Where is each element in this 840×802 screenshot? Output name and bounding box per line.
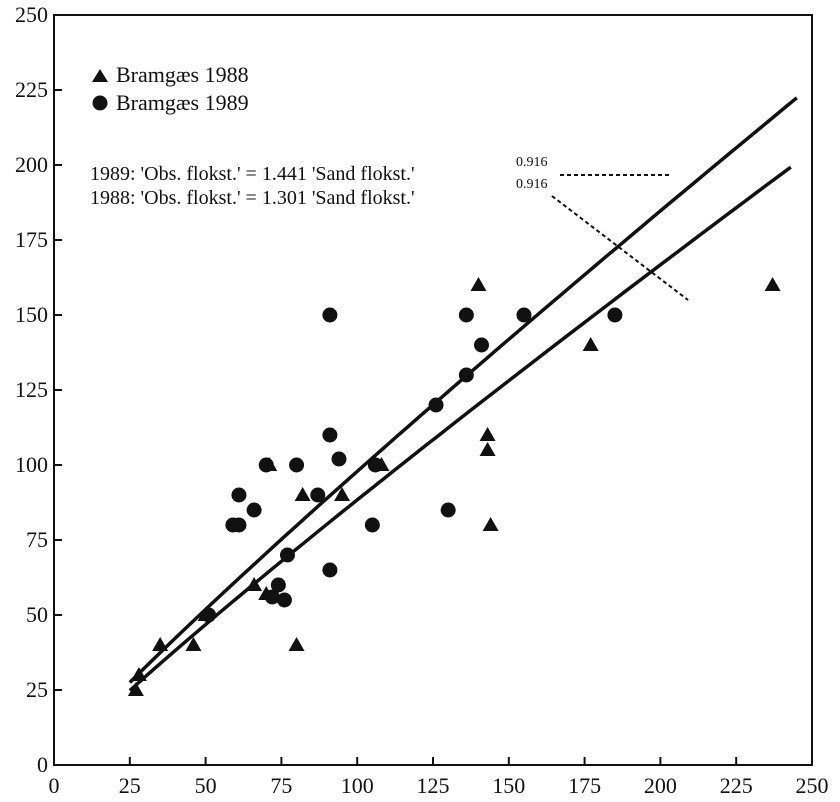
legend-circle-marker	[92, 95, 108, 111]
circle-point-1989	[279, 547, 295, 563]
x-tick-label: 25	[119, 773, 141, 798]
x-tick-label: 100	[341, 773, 374, 798]
circle-point-1989	[258, 457, 274, 473]
circle-point-1989	[231, 517, 247, 533]
triangle-point-1988	[482, 517, 499, 531]
y-tick-label: 0	[37, 752, 48, 777]
circle-point-1989	[458, 367, 474, 383]
circle-point-1989	[440, 502, 456, 518]
x-axis: 0 25 50 75 100 125 150 175 200 225 250	[49, 757, 829, 798]
x-tick-label: 250	[796, 773, 829, 798]
legend-label-1989: Bramgæs 1989	[116, 90, 249, 115]
legend-label-1988: Bramgæs 1988	[116, 62, 249, 87]
circle-point-1989	[364, 517, 380, 533]
triangle-point-1988	[479, 427, 496, 441]
equation-1989-exponent: 0.916	[516, 155, 548, 170]
fit-line-1988	[128, 165, 792, 692]
equation-1988: 1988: 'Obs. flokst.' = 1.301 'Sand floks…	[90, 187, 415, 209]
x-tick-label: 50	[195, 773, 217, 798]
x-tick-label: 0	[49, 773, 60, 798]
triangle-point-1988	[334, 487, 351, 501]
y-tick-label: 200	[15, 152, 48, 177]
triangle-point-1988	[152, 637, 169, 651]
triangle-point-1988	[764, 277, 781, 291]
circle-point-1989	[310, 487, 326, 503]
y-tick-label: 75	[26, 527, 48, 552]
circle-point-1989	[289, 457, 305, 473]
circle-point-1989	[331, 451, 347, 467]
legend: Bramgæs 1988 Bramgæs 1989	[92, 62, 249, 115]
y-tick-label: 175	[15, 227, 48, 252]
triangle-point-1988	[288, 637, 305, 651]
y-tick-label: 25	[26, 677, 48, 702]
y-tick-label: 50	[26, 602, 48, 627]
y-tick-label: 225	[15, 77, 48, 102]
triangle-point-1988	[130, 667, 147, 681]
circle-point-1989	[231, 487, 247, 503]
plot-frame	[53, 14, 813, 766]
equation-1989: 1989: 'Obs. flokst.' = 1.441 'Sand floks…	[90, 163, 415, 185]
circle-point-1989	[322, 307, 338, 323]
circle-point-1989	[458, 307, 474, 323]
y-tick-label: 150	[15, 302, 48, 327]
circle-point-1989	[264, 589, 280, 605]
x-tick-label: 150	[492, 773, 525, 798]
x-tick-label: 75	[270, 773, 292, 798]
data-points	[127, 277, 781, 696]
legend-triangle-marker	[92, 69, 108, 82]
circle-point-1989	[276, 592, 292, 608]
circle-point-1989	[607, 307, 623, 323]
circle-point-1989	[367, 457, 383, 473]
x-tick-label: 200	[644, 773, 677, 798]
triangle-point-1988	[470, 277, 487, 291]
equation-1988-exponent: 0.916	[516, 177, 548, 192]
triangle-point-1988	[294, 487, 311, 501]
circle-point-1989	[270, 577, 286, 593]
x-tick-label: 125	[417, 773, 450, 798]
circle-point-1989	[201, 607, 217, 623]
y-tick-label: 100	[15, 452, 48, 477]
circle-point-1989	[516, 307, 532, 323]
circle-point-1989	[428, 397, 444, 413]
circle-point-1989	[474, 337, 490, 353]
triangle-point-1988	[246, 577, 263, 591]
y-tick-label: 250	[15, 2, 48, 27]
fit-line-1989	[128, 96, 798, 684]
y-tick-label: 125	[15, 377, 48, 402]
x-tick-label: 175	[568, 773, 601, 798]
circle-point-1989	[322, 427, 338, 443]
triangle-point-1988	[127, 682, 144, 696]
circle-point-1989	[246, 502, 262, 518]
y-axis: 0 25 50 75 100 125 150 175 200 225 250	[15, 2, 62, 777]
triangle-point-1988	[479, 442, 496, 456]
triangle-point-1988	[185, 637, 202, 651]
triangle-point-1988	[582, 337, 599, 351]
equation-1988-leader	[551, 195, 689, 301]
circle-point-1989	[322, 562, 338, 578]
equation-annotations: 1989: 'Obs. flokst.' = 1.441 'Sand floks…	[90, 155, 689, 301]
x-tick-label: 225	[720, 773, 753, 798]
